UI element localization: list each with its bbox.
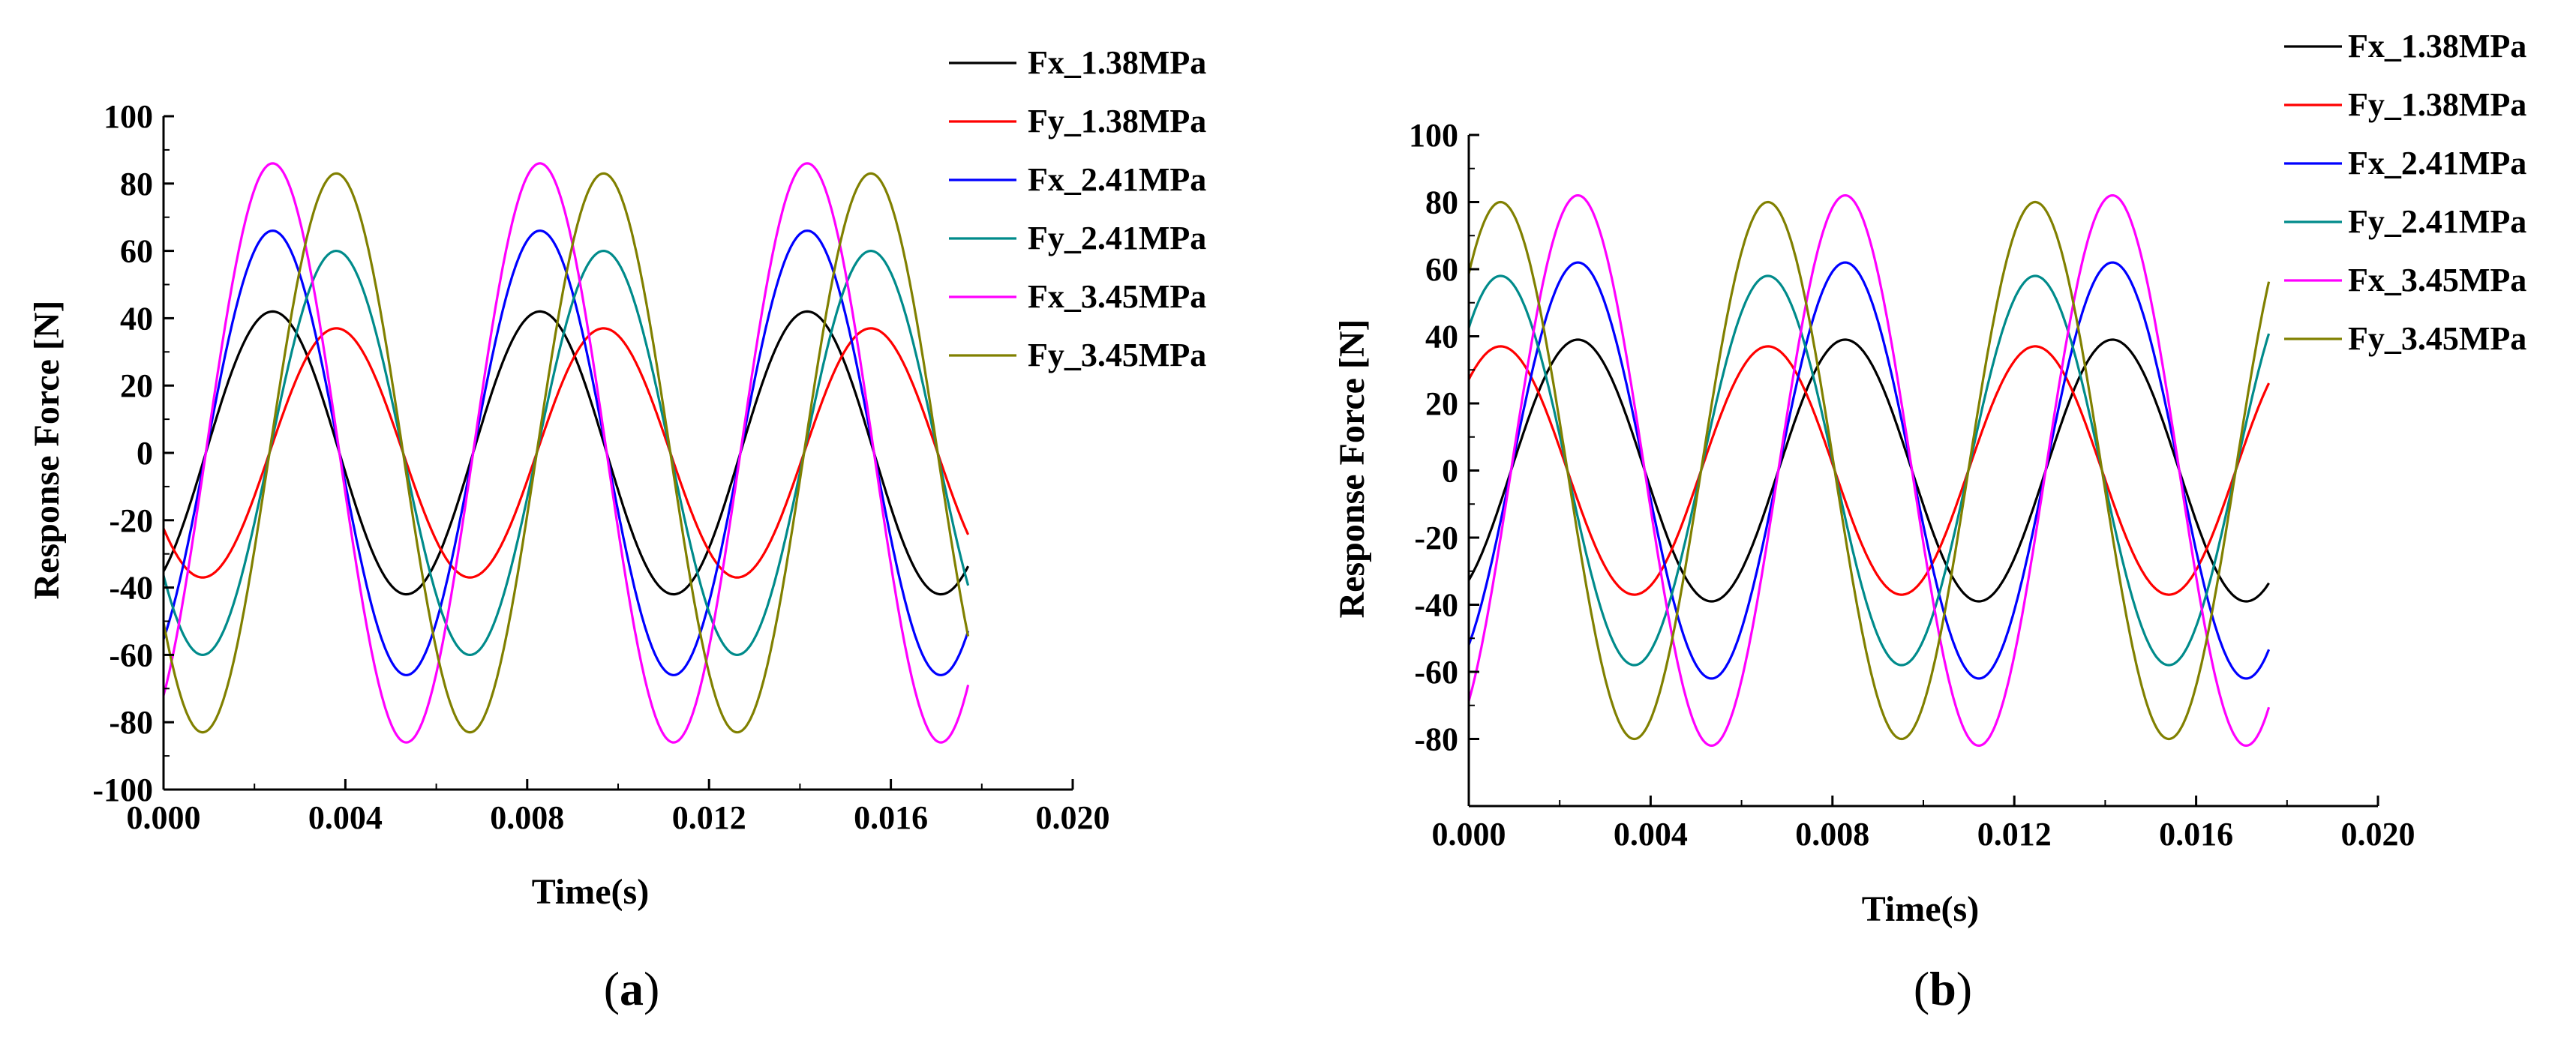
x-tick-label: 0.016 bbox=[2159, 816, 2233, 853]
series-line-fy-1-38mpa bbox=[162, 327, 970, 579]
chart-b-x-axis-label: Time(s) bbox=[1862, 889, 1979, 929]
x-tick-label: 0.004 bbox=[1614, 816, 1688, 853]
legend-entry: Fy_1.38MPa bbox=[2348, 86, 2526, 123]
x-tick-label: 0.000 bbox=[127, 799, 201, 836]
y-tick-label: -40 bbox=[1414, 587, 1458, 624]
chart-a-curves bbox=[162, 162, 970, 744]
y-tick-label: 0 bbox=[137, 435, 153, 472]
series-line-fx-3-45mpa bbox=[1467, 194, 2271, 748]
y-tick-label: 0 bbox=[1442, 453, 1458, 490]
series-line-fy-3-45mpa bbox=[1467, 200, 2271, 741]
chart-a-y-axis-label: Response Force [N] bbox=[27, 300, 67, 599]
legend-entry: Fx_3.45MPa bbox=[2348, 262, 2526, 298]
x-tick-label: 0.020 bbox=[2341, 816, 2415, 853]
y-tick-label: 20 bbox=[1425, 385, 1458, 422]
chart-b-ticks: -80 -60 -40 -20 0 20 40 60 80 100 0.000 0.004 0.008 0… bbox=[1409, 117, 2415, 853]
y-tick-label: 60 bbox=[120, 233, 153, 270]
legend-entry: Fx_1.38MPa bbox=[1028, 44, 1206, 81]
y-tick-label: -100 bbox=[92, 772, 153, 808]
y-tick-label: 40 bbox=[120, 300, 153, 337]
chart-b-y-axis-label: Response Force [N] bbox=[1332, 319, 1372, 618]
chart-a-x-axis-label: Time(s) bbox=[532, 872, 649, 912]
y-tick-label: 100 bbox=[1409, 117, 1458, 154]
series-line-fy-2-41mpa bbox=[162, 249, 970, 657]
y-tick-label: -80 bbox=[109, 704, 153, 741]
series-line-fx-1-38mpa bbox=[162, 310, 970, 596]
series-line-fx-2-41mpa bbox=[162, 229, 970, 676]
panel-label-b: (b) bbox=[1914, 962, 1972, 1015]
chart-panel-a: -100 -80 -60 -40 -20 0 20 40 60 80 100 0.000 0.004 0.… bbox=[27, 44, 1206, 1015]
legend-entry: Fx_2.41MPa bbox=[1028, 161, 1206, 198]
y-tick-label: -40 bbox=[109, 570, 153, 607]
series-line-fy-3-45mpa bbox=[162, 172, 970, 734]
legend-entry: Fx_1.38MPa bbox=[2348, 28, 2526, 64]
y-tick-label: 100 bbox=[104, 98, 153, 135]
chart-b-legend: Fx_1.38MPa Fy_1.38MPa Fx_2.41MPa Fy_2.41MPa… bbox=[2284, 28, 2526, 357]
x-tick-label: 0.016 bbox=[854, 799, 928, 836]
y-tick-label: 20 bbox=[120, 367, 153, 404]
y-tick-label: -20 bbox=[109, 502, 153, 539]
legend-entry: Fx_3.45MPa bbox=[1028, 278, 1206, 315]
series-line-fx-1-38mpa bbox=[1467, 338, 2270, 603]
y-tick-label: -60 bbox=[109, 637, 153, 673]
series-line-fx-3-45mpa bbox=[162, 162, 970, 744]
x-tick-label: 0.012 bbox=[672, 799, 746, 836]
legend-entry: Fy_2.41MPa bbox=[1028, 220, 1206, 256]
y-tick-label: -80 bbox=[1414, 721, 1458, 758]
legend-entry: Fy_1.38MPa bbox=[1028, 103, 1206, 139]
legend-entry: Fx_2.41MPa bbox=[2348, 145, 2526, 181]
panel-label-a: (a) bbox=[604, 962, 660, 1015]
x-tick-label: 0.020 bbox=[1036, 799, 1110, 836]
x-tick-label: 0.004 bbox=[308, 799, 383, 836]
y-tick-label: 80 bbox=[1425, 184, 1458, 221]
y-tick-label: -20 bbox=[1414, 520, 1458, 556]
series-line-fy-1-38mpa bbox=[1467, 345, 2271, 596]
chart-panel-b: -80 -60 -40 -20 0 20 40 60 80 100 0.000 0.004 0.008 0… bbox=[1332, 28, 2526, 1015]
series-line-fx-2-41mpa bbox=[1467, 261, 2271, 680]
series-line-fy-2-41mpa bbox=[1467, 274, 2271, 667]
y-tick-label: -60 bbox=[1414, 654, 1458, 691]
chart-a-ticks: -100 -80 -60 -40 -20 0 20 40 60 80 100 0.000 0.004 0.… bbox=[92, 98, 1109, 836]
x-tick-label: 0.008 bbox=[490, 799, 564, 836]
legend-entry: Fy_2.41MPa bbox=[2348, 203, 2526, 240]
x-tick-label: 0.012 bbox=[1977, 816, 2052, 853]
y-tick-label: 60 bbox=[1425, 251, 1458, 288]
y-tick-label: 80 bbox=[120, 166, 153, 202]
chart-a-legend: Fx_1.38MPa Fy_1.38MPa Fx_2.41MPa Fy_2.41MPa… bbox=[949, 44, 1206, 373]
chart-b-curves bbox=[1467, 194, 2271, 748]
legend-entry: Fy_3.45MPa bbox=[2348, 320, 2526, 357]
x-tick-label: 0.000 bbox=[1432, 816, 1506, 853]
y-tick-label: 40 bbox=[1425, 319, 1458, 355]
legend-entry: Fy_3.45MPa bbox=[1028, 337, 1206, 373]
x-tick-label: 0.008 bbox=[1795, 816, 1869, 853]
